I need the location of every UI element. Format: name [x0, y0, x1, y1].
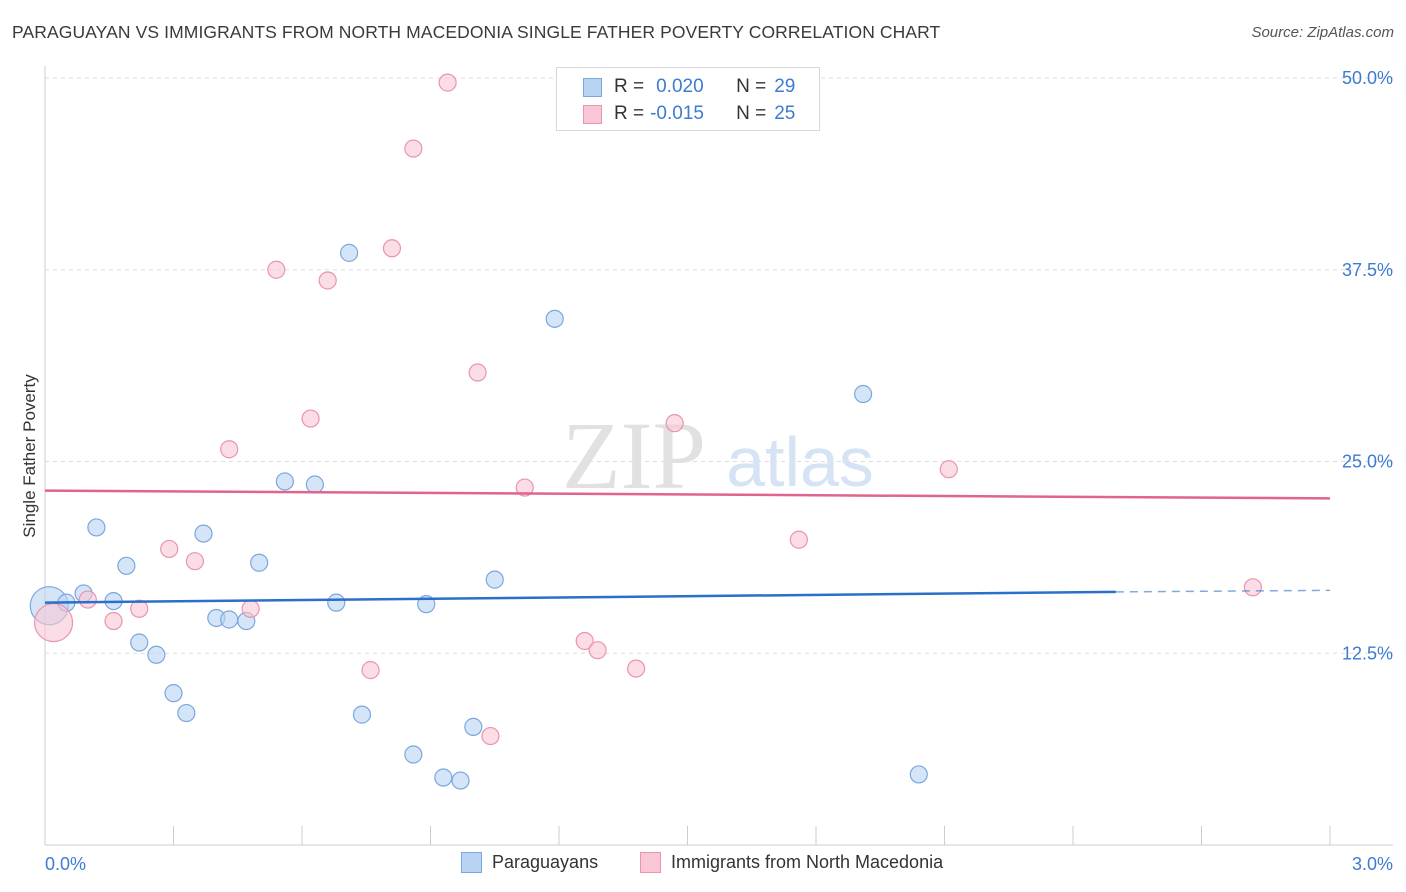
gridlines: [45, 77, 1393, 654]
point-north-macedonia: [404, 139, 423, 158]
point-north-macedonia: [241, 599, 260, 618]
point-paraguayans: [147, 645, 166, 664]
point-paraguayans: [117, 556, 136, 575]
point-north-macedonia: [33, 602, 74, 643]
legend-r-value: -0.015: [650, 103, 704, 124]
point-north-macedonia: [185, 552, 205, 571]
y-tick-label: 37.5%: [1342, 260, 1393, 280]
legend-n-value: 25: [774, 103, 796, 124]
chart-title: PARAGUAYAN VS IMMIGRANTS FROM NORTH MACE…: [12, 22, 941, 42]
point-north-macedonia: [1243, 578, 1263, 597]
point-north-macedonia: [481, 726, 500, 746]
point-paraguayans: [164, 684, 183, 703]
point-paraguayans: [340, 243, 359, 262]
point-paraguayans: [130, 633, 149, 652]
bottom-legend: Paraguayans Immigrants from North Macedo…: [0, 852, 1406, 878]
legend-r-label: R =: [614, 76, 645, 97]
bottom-legend-north-macedonia: Immigrants from North Macedonia: [640, 852, 943, 873]
point-north-macedonia: [468, 363, 487, 382]
legend-n-label: N =: [736, 103, 767, 124]
point-north-macedonia: [301, 409, 320, 428]
legend-row-paraguayans: R = 0.020 N = 29: [557, 74, 795, 100]
point-north-macedonia: [220, 440, 239, 459]
point-paraguayans: [485, 570, 504, 589]
point-north-macedonia: [588, 641, 607, 660]
axes: [44, 66, 1393, 846]
point-paraguayans: [250, 553, 269, 572]
point-north-macedonia: [160, 539, 179, 559]
y-tick-label: 25.0%: [1342, 452, 1393, 472]
tick-labels: 12.5% 25.0% 37.5% 50.0% 0.0% 3.0%: [45, 68, 1393, 874]
point-paraguayans: [220, 610, 239, 629]
point-north-macedonia: [626, 659, 646, 678]
point-paraguayans: [434, 768, 453, 787]
legend-r-value: 0.020: [656, 76, 704, 97]
point-north-macedonia: [665, 414, 684, 433]
point-paraguayans: [327, 593, 346, 612]
point-paraguayans: [545, 309, 564, 328]
bottom-legend-swatch-blue: [461, 852, 482, 873]
bottom-legend-label: Paraguayans: [492, 852, 599, 872]
y-tick-label: 12.5%: [1342, 643, 1393, 663]
y-tick-label: 50.0%: [1342, 68, 1393, 88]
point-north-macedonia: [130, 599, 149, 618]
trend-line-paraguayans-extension: [1115, 589, 1331, 593]
point-north-macedonia: [361, 661, 380, 680]
point-paraguayans: [352, 705, 372, 724]
legend-box: R = 0.020 N = 29 R = -0.015 N = 25: [556, 67, 820, 131]
point-paraguayans: [275, 472, 294, 491]
point-north-macedonia: [438, 73, 457, 92]
trend-line-north-macedonia: [44, 489, 1331, 500]
point-north-macedonia: [382, 239, 402, 258]
point-north-macedonia: [939, 460, 958, 479]
trend-line-paraguayans: [44, 590, 1116, 604]
legend-row-north-macedonia: R = -0.015 N = 25: [557, 101, 795, 127]
point-paraguayans: [305, 475, 324, 494]
legend-n-label: N =: [736, 76, 767, 97]
y-axis-label: Single Father Poverty: [20, 374, 39, 538]
point-paraguayans: [404, 745, 423, 764]
point-north-macedonia: [515, 478, 534, 497]
trend-lines: [44, 489, 1331, 604]
point-north-macedonia: [78, 590, 97, 609]
point-paraguayans: [87, 518, 106, 537]
point-paraguayans: [451, 771, 470, 790]
points-paraguayans: [29, 243, 928, 790]
chart-source: Source: ZipAtlas.com: [1251, 24, 1394, 41]
legend-r-label: R =: [614, 103, 645, 124]
x-tick-label: 3.0%: [1352, 854, 1393, 874]
point-paraguayans: [194, 524, 213, 543]
point-north-macedonia: [575, 631, 594, 651]
point-north-macedonia: [104, 611, 123, 631]
bottom-legend-swatch-pink: [640, 852, 661, 873]
point-paraguayans: [177, 703, 196, 723]
bottom-legend-paraguayans: Paraguayans: [461, 852, 598, 873]
bottom-legend-label: Immigrants from North Macedonia: [671, 852, 944, 872]
point-north-macedonia: [267, 260, 286, 279]
point-north-macedonia: [789, 530, 808, 549]
legend-n-value: 29: [774, 76, 796, 97]
point-north-macedonia: [318, 271, 337, 290]
x-tick-label: 0.0%: [45, 854, 86, 874]
legend-swatch-pink: [583, 104, 602, 124]
point-paraguayans: [464, 717, 483, 736]
point-paraguayans: [909, 765, 928, 784]
legend-swatch-blue: [583, 77, 602, 97]
watermark-atlas: atlas: [726, 423, 874, 501]
point-paraguayans: [854, 384, 873, 404]
